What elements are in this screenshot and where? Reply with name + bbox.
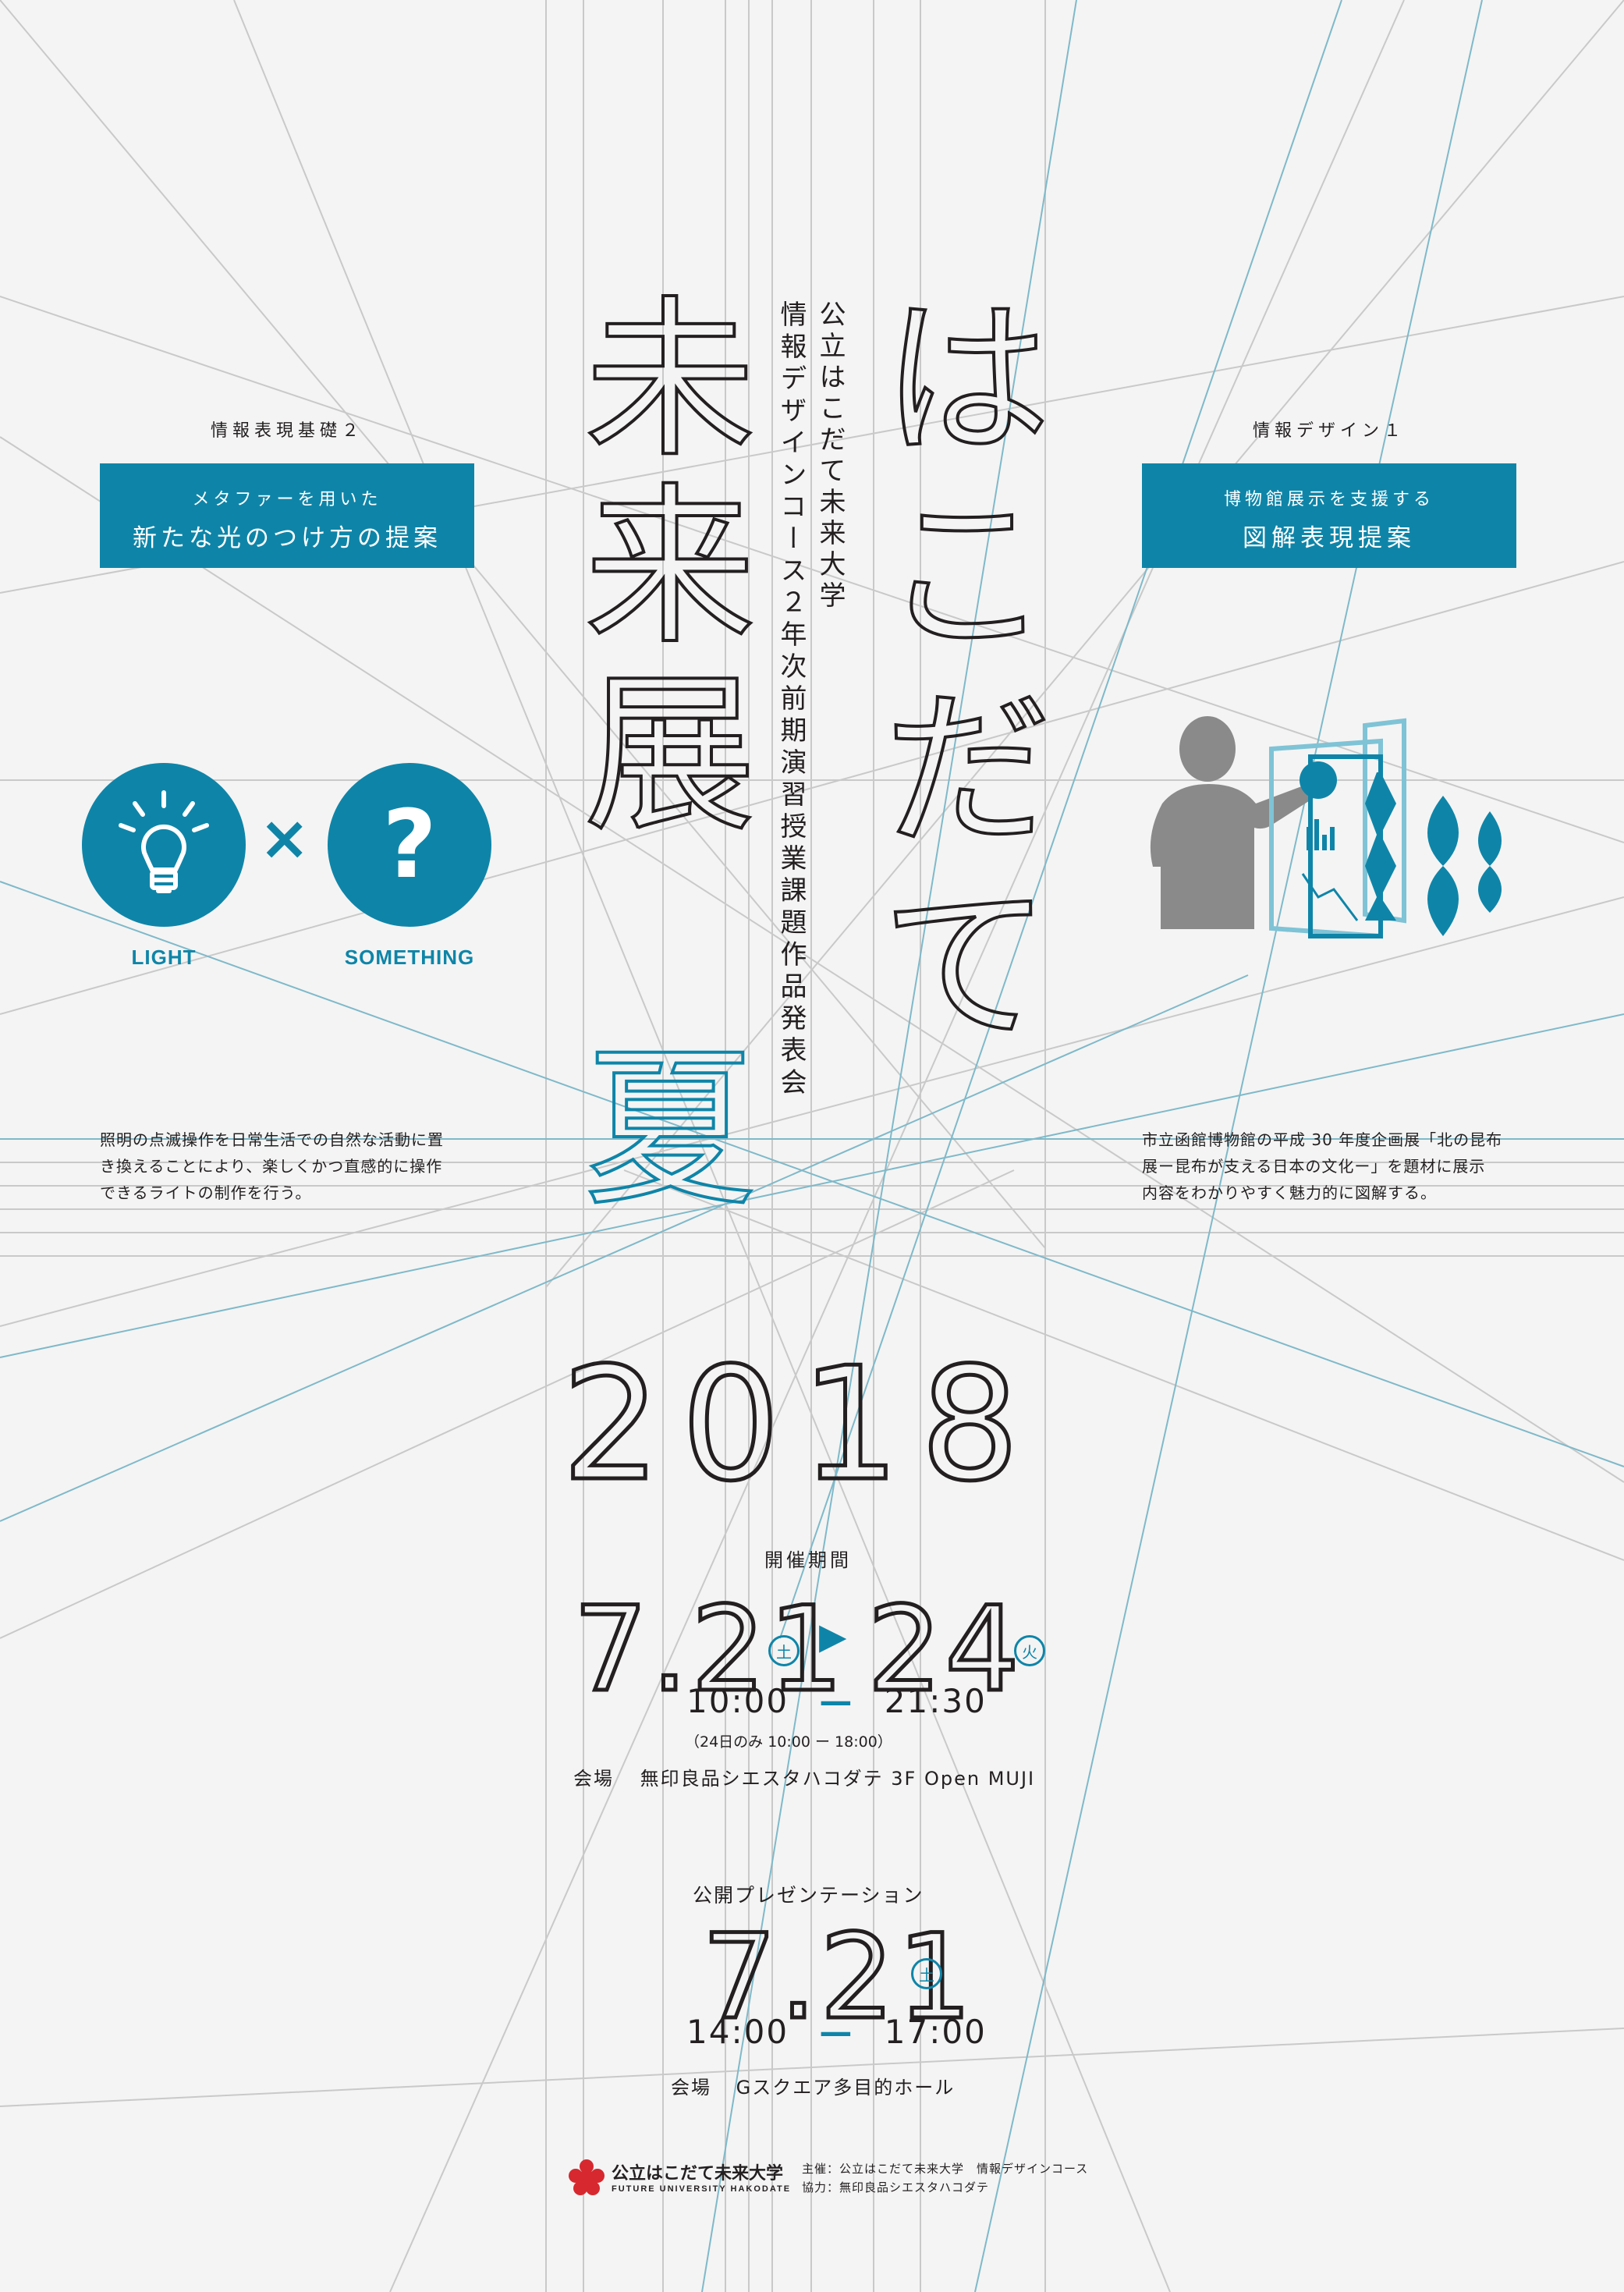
left-project-title-box: メタファーを用いた 新たな光のつけ方の提案	[100, 463, 474, 568]
footer-organizer: 主催：公立はこだて未来大学 情報デザインコース	[802, 2162, 1089, 2176]
title-natsu-accent: 夏	[554, 1036, 757, 1219]
presenter-figure	[1150, 716, 1502, 939]
left-desc-line2: き換えることにより、楽しくかつ直感的に操作	[100, 1157, 443, 1176]
left-box-line1: メタファーを用いた	[192, 490, 382, 509]
university-logo-text: 公立はこだて未来大学 FUTURE UNIVERSITY HAKODATE	[612, 2159, 791, 2194]
footer-cooperation: 協力：無印良品シエスタハコダテ	[802, 2180, 990, 2194]
presentation-time-dash: —	[819, 2013, 854, 2051]
title-mirai-ten: 未来展	[554, 287, 757, 852]
right-course-label: 情報デザイン１	[1252, 421, 1406, 441]
title-year: 2018	[560, 1332, 1040, 1518]
subtitle-university: 公立はこだて未来大学	[814, 300, 846, 612]
right-box-line1: 博物館展示を支援する	[1223, 490, 1434, 509]
right-project-title-box: 博物館展示を支援する 図解表現提案	[1142, 463, 1516, 568]
exhibition-time-end: 21:30	[884, 1682, 987, 1720]
presentation-label: 公開プレゼンテーション	[693, 1884, 924, 1907]
logo-jp: 公立はこだて未来大学	[612, 2164, 784, 2184]
right-box-line2: 図解表現提案	[1243, 524, 1416, 552]
exhibition-time-dash: —	[819, 1682, 854, 1720]
presentation-day: 土	[911, 1958, 942, 1989]
left-desc-line3: できるライトの制作を行う。	[100, 1183, 312, 1202]
exhibition-label: 開催期間	[764, 1549, 852, 1571]
presentation-time-end: 17:00	[884, 2013, 987, 2051]
exhibition-venue-name: 無印良品シエスタハコダテ 3F Open MUJI	[640, 1768, 1036, 1790]
presentation-venue-name: Gスクエア多目的ホール	[736, 2077, 956, 2099]
exhibition-start-day: 土	[768, 1635, 800, 1666]
right-desc-line3: 内容をわかりやすく魅力的に図解する。	[1142, 1183, 1437, 1202]
presentation-time: 14:00 — 17:00	[686, 2013, 987, 2051]
right-desc-line2: 展ー昆布が支える日本の文化ー」を題材に展示	[1142, 1157, 1486, 1176]
caption-light: LIGHT	[131, 946, 197, 969]
left-box-line2: 新たな光のつけ方の提案	[133, 524, 441, 552]
subtitle-course: 情報デザインコース２年次前期演習授業課題作品発表会	[775, 300, 807, 1100]
caption-something: SOMETHING	[344, 946, 475, 969]
footer-credits: 主催：公立はこだて未来大学 情報デザインコース 協力：無印良品シエスタハコダテ	[802, 2159, 1088, 2197]
left-course-label: 情報表現基礎２	[210, 421, 363, 441]
presentation-venue: 会場 Gスクエア多目的ホール	[671, 2072, 955, 2099]
main-title-col1: 未来展 夏	[554, 287, 764, 1303]
exhibition-time: 10:00 — 21:30	[686, 1682, 987, 1720]
left-desc-line1: 照明の点滅操作を日常生活での自然な活動に置	[100, 1130, 444, 1149]
title-hakodate: はこだて	[850, 287, 1053, 1070]
exhibition-time-start: 10:00	[686, 1682, 789, 1720]
arrow-icon: ▶	[819, 1615, 847, 1657]
question-icon: ?	[382, 790, 437, 899]
exhibition-venue: 会場 無印良品シエスタハコダテ 3F Open MUJI	[573, 1763, 1035, 1790]
exhibition-end-day: 火	[1014, 1635, 1045, 1666]
something-circle: ?	[328, 763, 491, 927]
left-project-description: 照明の点滅操作を日常生活での自然な活動に置 き換えることにより、楽しくかつ直感的…	[100, 1126, 537, 1206]
right-desc-line1: 市立函館博物館の平成 30 年度企画展「北の昆布	[1142, 1130, 1503, 1149]
presentation-venue-label: 会場	[671, 2077, 711, 2099]
exhibition-note: （24日のみ 10:00 ー 18:00）	[685, 1733, 892, 1751]
logo-en: FUTURE UNIVERSITY HAKODATE	[612, 2184, 792, 2194]
exhibition-venue-label: 会場	[573, 1768, 614, 1790]
presentation-time-start: 14:00	[686, 2013, 789, 2051]
times-symbol: ×	[259, 804, 310, 874]
light-circle	[82, 763, 246, 927]
university-logo-icon	[569, 2159, 605, 2195]
exhibition-end-date: 24	[866, 1582, 1023, 1718]
right-project-description: 市立函館博物館の平成 30 年度企画展「北の昆布 展ー昆布が支える日本の文化ー」…	[1142, 1126, 1579, 1206]
lightbulb-icon	[119, 790, 209, 893]
